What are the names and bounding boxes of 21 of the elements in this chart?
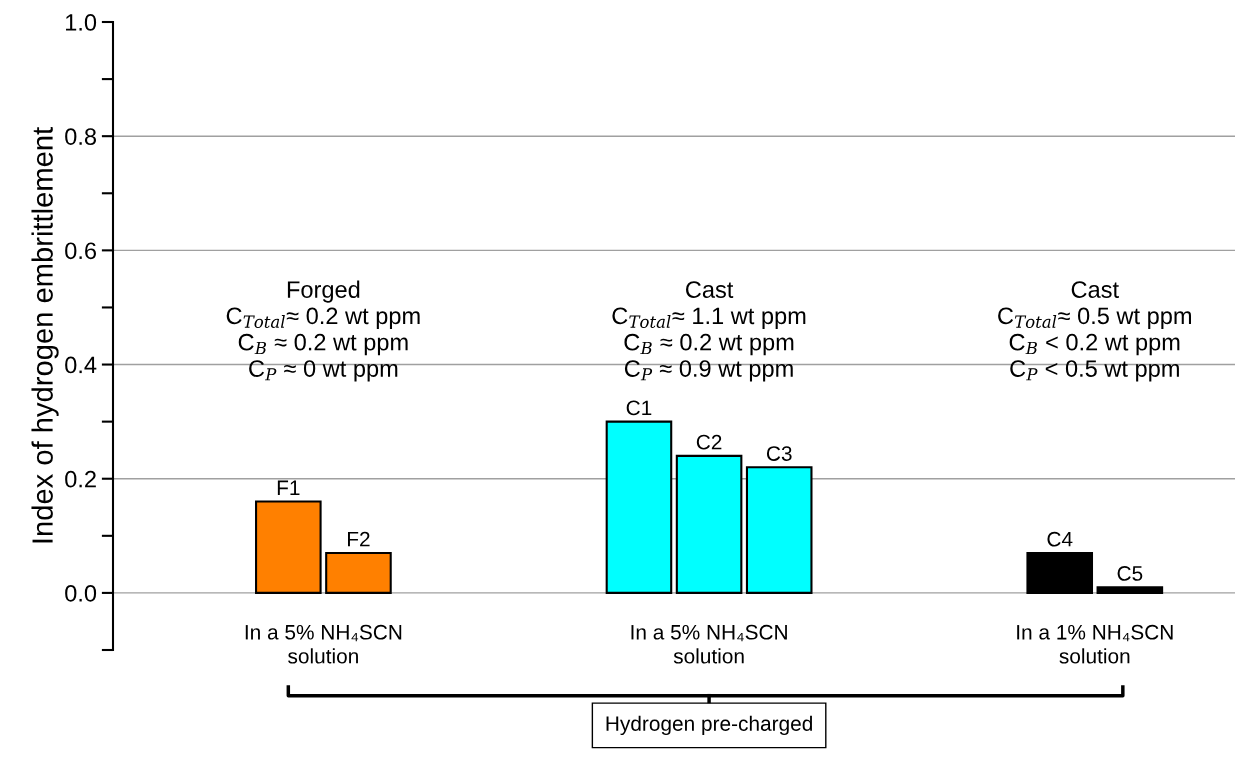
text: Cast C$_{Total}$≈ 1.1 wt ppm C$_{B}$ ≈ 0.2 wt ppm C$_{P}$ ≈ 0.9 wt ppm [612, 281, 806, 382]
series-label: F2 [348, 531, 370, 547]
series-label: C3 [766, 446, 792, 461]
text: Forged C$_{Total}$≈ 0.2 wt ppm C$_{B}$ ≈ 0.2 wt ppm C$_{P}$ ≈ 0 wt ppm [226, 280, 420, 382]
y-tick-label: 0.4 [65, 356, 97, 374]
y-tick-label: 0.6 [65, 242, 96, 260]
y-tick-label: 0.8 [65, 128, 96, 145]
series-label: C5 [1117, 566, 1143, 581]
text: Hydrogen pre-charged [606, 715, 812, 736]
y-axis-title: Index of hydrogen embrittlement [31, 127, 59, 543]
series-label: C1 [626, 400, 652, 416]
annotation: In a 5% NH₄SCN solution [245, 624, 402, 664]
text: Cast C$_{Total}$≈ 0.5 wt ppm C$_{B}$ < 0.2 wt ppm C$_{P}$ < 0.5 wt ppm [998, 281, 1191, 382]
series-label: C2 [696, 434, 722, 450]
series-label: C4 [1047, 531, 1073, 547]
annotation: In a 1% NH₄SCN solution [1017, 624, 1173, 664]
y-tick-label: 0.0 [65, 584, 97, 602]
y-tick-label: 1.0 [66, 14, 97, 31]
series-label: F1 [277, 480, 300, 495]
y-tick-label: 0.2 [65, 470, 96, 488]
annotation: In a 5% NH₄SCN solution [631, 624, 787, 664]
